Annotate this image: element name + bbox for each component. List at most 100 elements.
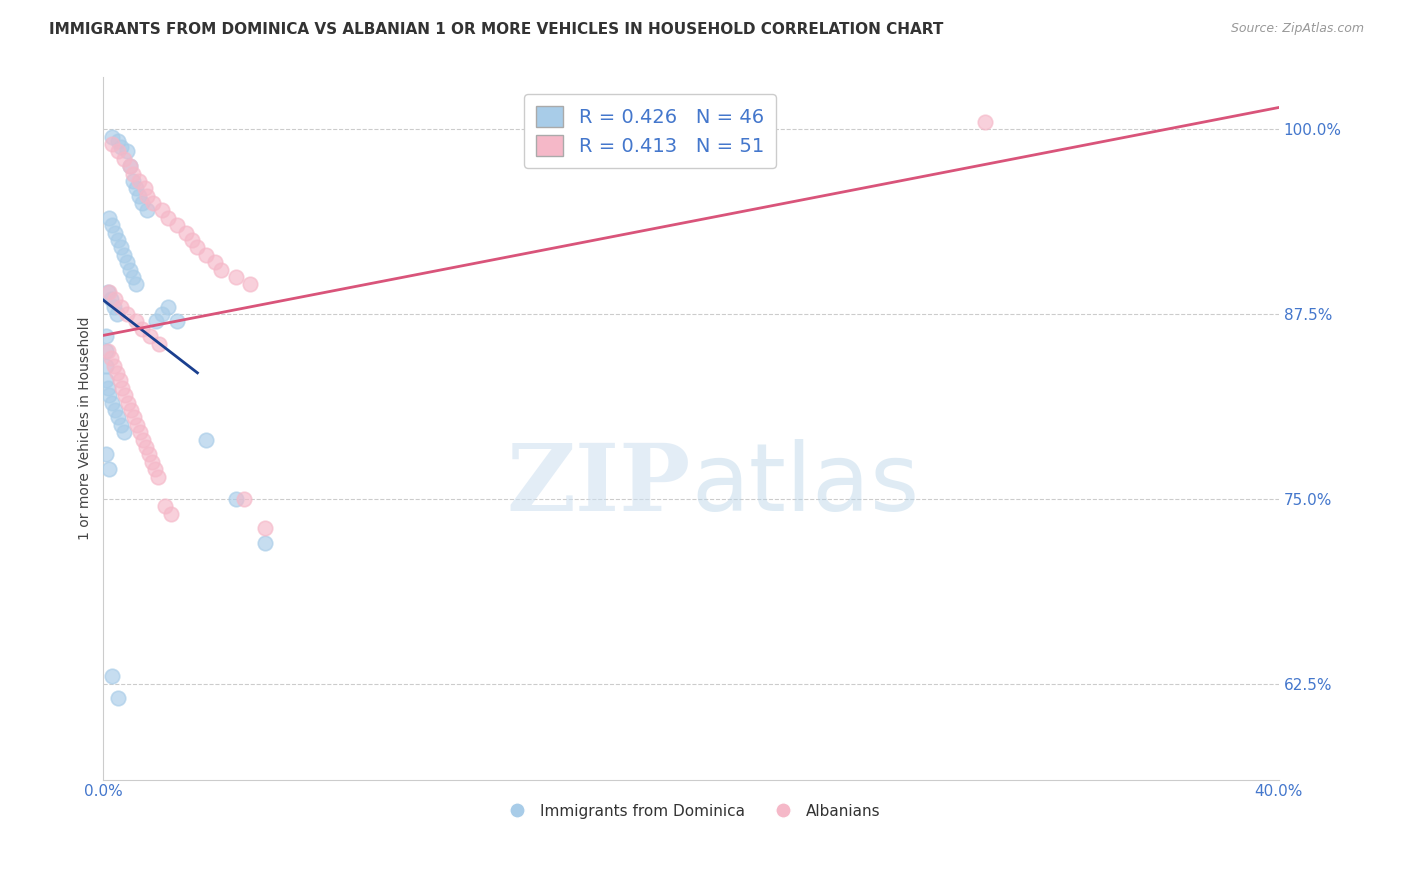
Point — [115, 255, 138, 269]
Point — [136, 188, 159, 202]
Point — [239, 277, 262, 292]
Point — [110, 140, 132, 154]
Point — [253, 521, 276, 535]
Point — [157, 211, 180, 225]
Point — [131, 196, 153, 211]
Point — [105, 366, 128, 380]
Point — [121, 270, 143, 285]
Point — [225, 270, 247, 285]
Point — [112, 248, 135, 262]
Point — [138, 447, 160, 461]
Point — [141, 455, 163, 469]
Point — [112, 425, 135, 440]
Point — [103, 300, 125, 314]
Point — [132, 433, 155, 447]
Point — [233, 491, 256, 506]
Point — [107, 134, 129, 148]
Point — [974, 115, 997, 129]
Point — [96, 447, 118, 461]
Point — [128, 174, 150, 188]
Y-axis label: 1 or more Vehicles in Household: 1 or more Vehicles in Household — [79, 317, 93, 541]
Point — [110, 417, 132, 432]
Point — [101, 129, 124, 144]
Point — [125, 277, 148, 292]
Point — [120, 403, 142, 417]
Point — [174, 226, 197, 240]
Point — [115, 307, 138, 321]
Point — [118, 159, 141, 173]
Point — [98, 388, 121, 402]
Point — [97, 381, 120, 395]
Point — [115, 145, 138, 159]
Point — [101, 219, 124, 233]
Point — [100, 351, 122, 366]
Point — [104, 403, 127, 417]
Point — [107, 691, 129, 706]
Point — [104, 292, 127, 306]
Point — [160, 507, 183, 521]
Point — [127, 417, 149, 432]
Point — [157, 300, 180, 314]
Point — [195, 433, 218, 447]
Point — [107, 145, 129, 159]
Point — [111, 381, 134, 395]
Point — [101, 669, 124, 683]
Point — [108, 374, 131, 388]
Point — [118, 159, 141, 173]
Point — [103, 359, 125, 373]
Point — [96, 374, 118, 388]
Point — [142, 196, 165, 211]
Point — [105, 307, 128, 321]
Point — [136, 203, 159, 218]
Point — [146, 469, 169, 483]
Point — [204, 255, 226, 269]
Point — [195, 248, 218, 262]
Point — [100, 292, 122, 306]
Point — [96, 343, 118, 358]
Point — [186, 240, 208, 254]
Text: Source: ZipAtlas.com: Source: ZipAtlas.com — [1230, 22, 1364, 36]
Point — [121, 174, 143, 188]
Point — [125, 314, 148, 328]
Point — [153, 499, 176, 513]
Point — [112, 152, 135, 166]
Point — [150, 307, 173, 321]
Point — [180, 233, 202, 247]
Point — [101, 395, 124, 409]
Point — [107, 410, 129, 425]
Point — [96, 329, 118, 343]
Point — [122, 410, 145, 425]
Point — [96, 359, 118, 373]
Point — [114, 388, 136, 402]
Point — [143, 462, 166, 476]
Point — [148, 336, 170, 351]
Point — [97, 285, 120, 299]
Point — [107, 233, 129, 247]
Point — [118, 262, 141, 277]
Point — [110, 300, 132, 314]
Point — [128, 188, 150, 202]
Text: IMMIGRANTS FROM DOMINICA VS ALBANIAN 1 OR MORE VEHICLES IN HOUSEHOLD CORRELATION: IMMIGRANTS FROM DOMINICA VS ALBANIAN 1 O… — [49, 22, 943, 37]
Point — [117, 395, 139, 409]
Point — [129, 425, 152, 440]
Point — [135, 440, 157, 454]
Point — [104, 226, 127, 240]
Point — [209, 262, 232, 277]
Point — [98, 462, 121, 476]
Point — [97, 343, 120, 358]
Point — [139, 329, 162, 343]
Point — [166, 314, 188, 328]
Point — [134, 181, 156, 195]
Point — [225, 491, 247, 506]
Text: atlas: atlas — [692, 439, 920, 531]
Text: ZIP: ZIP — [508, 440, 692, 530]
Point — [150, 203, 173, 218]
Point — [98, 285, 121, 299]
Point — [98, 211, 121, 225]
Point — [101, 136, 124, 151]
Point — [125, 181, 148, 195]
Point — [253, 536, 276, 550]
Point — [110, 240, 132, 254]
Point — [131, 322, 153, 336]
Point — [166, 219, 188, 233]
